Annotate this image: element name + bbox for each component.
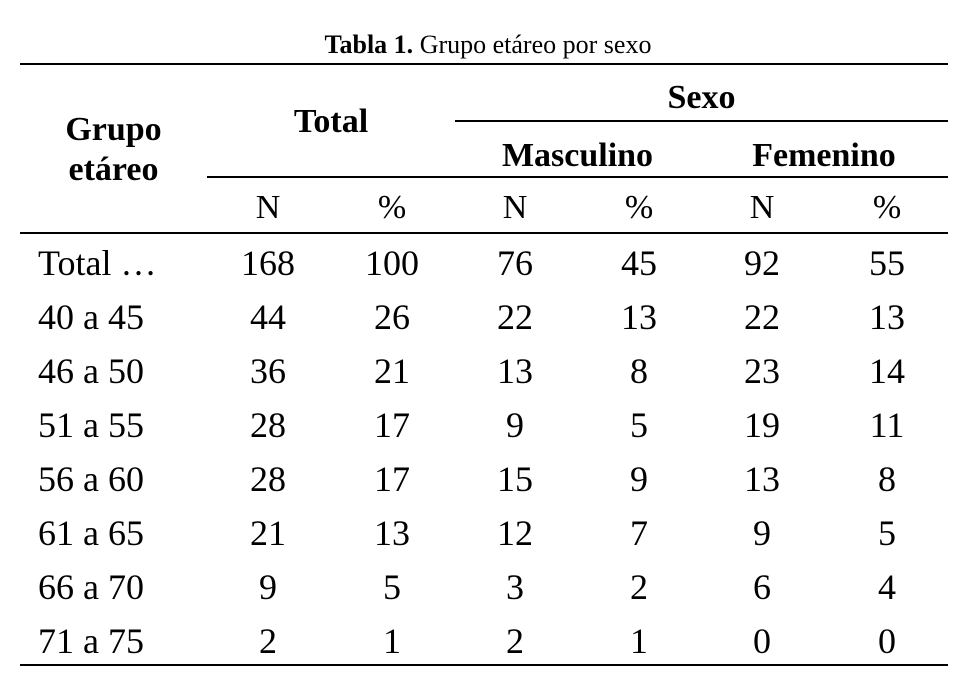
table-cell: 55: [869, 243, 905, 283]
masculino-header: Masculino: [501, 137, 654, 174]
table-cell: 5: [878, 513, 896, 553]
table-cell: 36: [250, 351, 286, 391]
table-cell: 0: [753, 621, 771, 661]
table-cell: 21: [250, 513, 286, 553]
table-cell: 17: [374, 405, 410, 445]
table-cell: 9: [753, 513, 771, 553]
table-cell: 22: [744, 297, 780, 337]
table-cell: 168: [241, 243, 295, 283]
table-cell: 13: [497, 351, 533, 391]
table-cell: 2: [259, 621, 277, 661]
group-header-line1: Grupo: [65, 111, 162, 148]
table-cell: 7: [630, 513, 648, 553]
table-cell: 76: [497, 243, 533, 283]
table-cell: 1: [630, 621, 648, 661]
caption-label: Tabla 1.: [324, 30, 414, 59]
group-header-line2: etáreo: [68, 151, 159, 188]
table-cell: 13: [621, 297, 657, 337]
table-cell: 5: [630, 405, 648, 445]
table-cell: 4: [878, 567, 896, 607]
table-cell: 28: [250, 459, 286, 499]
table-cell: 13: [744, 459, 780, 499]
sexo-rule: [455, 120, 948, 122]
table-cell: 11: [869, 405, 905, 445]
table-cell: 26: [374, 297, 410, 337]
table-cell: 28: [250, 405, 286, 445]
femenino-header: Femenino: [752, 137, 896, 174]
table-cell: 1: [383, 621, 401, 661]
top-rule: [20, 63, 948, 65]
table-cell: 92: [744, 243, 780, 283]
table-cell: 100: [365, 243, 419, 283]
table-cell: 0: [878, 621, 896, 661]
table-cell: 3: [506, 567, 524, 607]
table-cell: 14: [869, 351, 905, 391]
table-cell: 9: [630, 459, 648, 499]
subheader-cell: N: [502, 189, 528, 226]
table-cell: 13: [374, 513, 410, 553]
subheader-cell: %: [377, 189, 407, 226]
row-label: 40 a 45: [38, 297, 144, 337]
row-label: 46 a 50: [38, 351, 144, 391]
table-cell: 13: [869, 297, 905, 337]
caption-text: Grupo etáreo por sexo: [419, 30, 652, 59]
row-label: 51 a 55: [38, 405, 144, 445]
table-cell: 44: [250, 297, 286, 337]
subheader-cell: %: [872, 189, 902, 226]
row-label: Total …: [38, 243, 157, 283]
table-cell: 6: [753, 567, 771, 607]
table-cell: 2: [630, 567, 648, 607]
table-cell: 12: [497, 513, 533, 553]
table-cell: 5: [383, 567, 401, 607]
table-cell: 9: [506, 405, 524, 445]
table-cell: 45: [621, 243, 657, 283]
row-label: 56 a 60: [38, 459, 144, 499]
table-cell: 19: [744, 405, 780, 445]
table-cell: 17: [374, 459, 410, 499]
bottom-rule: [20, 664, 948, 666]
row-label: 71 a 75: [38, 621, 144, 661]
table-cell: 9: [259, 567, 277, 607]
table-cell: 2: [506, 621, 524, 661]
subgroup-rule: [207, 176, 948, 178]
table-caption: Tabla 1. Grupo etáreo por sexo: [0, 28, 976, 62]
subheader-cell: N: [255, 189, 281, 226]
header-bottom-rule: [20, 232, 948, 234]
sexo-header: Sexo: [667, 79, 736, 116]
table-cell: 8: [878, 459, 896, 499]
table-cell: 21: [374, 351, 410, 391]
row-label: 66 a 70: [38, 567, 144, 607]
row-label: 61 a 65: [38, 513, 144, 553]
total-header: Total: [293, 103, 369, 140]
table-cell: 15: [497, 459, 533, 499]
subheader-cell: %: [624, 189, 654, 226]
table-cell: 23: [744, 351, 780, 391]
subheader-cell: N: [749, 189, 775, 226]
table-cell: 22: [497, 297, 533, 337]
table-cell: 8: [630, 351, 648, 391]
